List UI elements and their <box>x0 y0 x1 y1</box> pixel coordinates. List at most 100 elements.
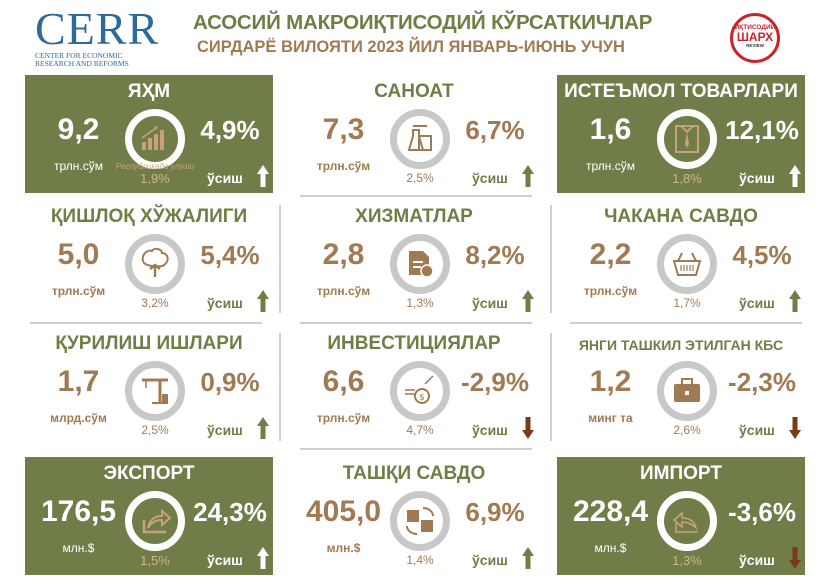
indicator-card: ИНВЕСТИЦИЯЛАР 6,6 трлн.сўм $4,7% -2,9% ўсиш <box>290 327 538 445</box>
card-title: ТАШҚИ САВДО <box>342 463 486 484</box>
tree-icon <box>141 247 169 277</box>
card-unit: трлн.сўм <box>51 284 106 298</box>
arrow-down-icon <box>789 547 801 569</box>
indicator-card: ЯНГИ ТАШКИЛ ЭТИЛГАН КБС 1,2 минг та 2,6% -2,… <box>557 327 805 445</box>
arrow-up-icon <box>257 290 269 312</box>
divider <box>570 322 802 324</box>
arrow-up-icon <box>522 165 534 187</box>
growth-label: ўсиш <box>739 295 775 311</box>
growth-label: ўсиш <box>207 552 243 568</box>
arrow-up-icon <box>257 165 269 187</box>
arrow-up-icon <box>789 290 801 312</box>
share-ring <box>390 234 450 294</box>
card-growth: -3,6% <box>728 497 796 527</box>
card-growth: -2,9% <box>461 367 529 397</box>
card-share: 1,3% <box>672 553 702 568</box>
card-value: 2,2 <box>589 238 632 271</box>
card-title: ХИЗМАТЛАР <box>355 206 473 227</box>
logo-main: CERR <box>35 3 160 54</box>
card-unit: трлн.сўм <box>54 159 103 173</box>
card-growth: -2,3% <box>728 367 796 397</box>
divider <box>300 322 532 324</box>
share-ring <box>125 491 185 551</box>
arrow-down-icon <box>789 417 801 439</box>
card-title: ЯҲМ <box>127 81 171 102</box>
card-growth: 6,7% <box>465 115 525 145</box>
card-unit: млн.$ <box>62 541 95 555</box>
indicator-card: ЭКСПОРТ 176,5 млн.$ 1,5% 24,3% ўсиш <box>25 457 273 575</box>
indicator-card: ЧАКАНА САВДО 2,2 трлн.сўм 1,7% 4,5% ўсиш <box>557 200 805 318</box>
card-growth: 24,3% <box>193 497 267 527</box>
exchange-icon <box>406 507 434 535</box>
card-title: ЭКСПОРТ <box>103 463 195 484</box>
indicator-card: САНОАТ 7,3 трлн.сўм 2,5% 6,7% ўсиш <box>290 75 538 193</box>
card-share: 1,5% <box>140 553 170 568</box>
divider <box>300 448 532 450</box>
indicator-card: ҚУРИЛИШ ИШЛАРИ 1,7 млрд.сўм 2,5% 0,9% ўсиш <box>25 327 273 445</box>
card-share: 2,5% <box>406 171 434 185</box>
logo-sub-1: CENTER FOR ECONOMIC <box>35 51 123 60</box>
growth-label: ўсиш <box>739 552 775 568</box>
card-growth: 8,2% <box>465 240 525 270</box>
share-ring <box>657 361 717 421</box>
service-document-icon <box>409 251 434 278</box>
indicator-card: ҚИШЛОҚ ХЎЖАЛИГИ 5,0 трлн.сўм 3,2% 5,4% ўсиш <box>25 200 273 318</box>
growth-label: ўсиш <box>472 170 508 186</box>
card-unit: трлн.сўм <box>583 284 638 298</box>
badge-main: ШАРХ <box>736 30 774 44</box>
card-unit: трлн.сўм <box>586 159 635 173</box>
briefcase-icon <box>674 378 700 402</box>
card-value: 405,0 <box>305 495 382 528</box>
card-growth: 5,4% <box>200 240 260 270</box>
badge-top: ИҚТИСОДИЙ <box>734 24 776 31</box>
card-unit: трлн.сўм <box>316 411 371 425</box>
svg-text:$: $ <box>419 393 425 403</box>
divider <box>550 333 552 441</box>
card-title: ЧАКАНА САВДО <box>604 206 758 227</box>
share-ring <box>125 234 185 294</box>
card-title: ҚИШЛОҚ ХЎЖАЛИГИ <box>50 206 248 227</box>
growth-label: ўсиш <box>207 170 243 186</box>
cerr-logo: CERR CENTER FOR ECONOMIC RESEARCH AND RE… <box>35 3 175 68</box>
card-value: 176,5 <box>40 495 117 528</box>
growth-label: ўсиш <box>739 170 775 186</box>
shirt-icon <box>675 125 699 153</box>
card-value: 1,7 <box>57 365 100 398</box>
indicator-card: ТАШҚИ САВДО 405,0 млн.$ 1,4% 6,9% ўсиш <box>290 457 538 575</box>
card-growth: 0,9% <box>200 367 260 397</box>
growth-label: ўсиш <box>472 295 508 311</box>
share-ring: $ <box>390 361 450 421</box>
card-title: ЯНГИ ТАШКИЛ ЭТИЛГАН КБС <box>578 337 784 353</box>
card-share: 4,7% <box>406 423 434 437</box>
money-bag-icon: $ <box>405 375 434 404</box>
card-share: 3,2% <box>141 296 169 310</box>
header: CERR CENTER FOR ECONOMIC RESEARCH AND RE… <box>0 0 825 70</box>
card-value: 9,2 <box>57 113 100 146</box>
divider <box>300 195 532 197</box>
growth-label: ўсиш <box>207 422 243 438</box>
divider <box>30 322 262 324</box>
share-ring <box>125 109 185 169</box>
page-subtitle: СИРДАРЁ ВИЛОЯТИ 2023 ЙИЛ ЯНВАРЬ-ИЮНЬ УЧУ… <box>197 38 625 56</box>
divider <box>550 205 552 313</box>
share-ring <box>125 361 185 421</box>
crane-icon <box>142 378 168 404</box>
card-share: 1,7% <box>673 296 701 310</box>
card-value: 1,2 <box>589 365 632 398</box>
card-growth: 12,1% <box>725 115 799 145</box>
indicator-card: ХИЗМАТЛАР 2,8 трлн.сўм 1,3% 8,2% ўсиш <box>290 200 538 318</box>
import-arrow-icon <box>672 511 698 533</box>
card-share: 1,8% <box>672 171 702 186</box>
arrow-up-icon <box>789 165 801 187</box>
card-unit: минг та <box>588 411 633 425</box>
share-ring <box>390 109 450 169</box>
card-unit: трлн.сўм <box>316 159 371 173</box>
card-unit: млн.$ <box>594 541 627 555</box>
basket-icon <box>672 252 702 276</box>
page-title: АСОСИЙ МАКРОИҚТИСОДИЙ КЎРСАТКИЧЛАР <box>193 11 653 34</box>
card-growth: 6,9% <box>465 497 525 527</box>
card-value: 7,3 <box>322 113 365 146</box>
indicator-card: ЯҲМ 9,2 трлн.сўм Республикада улуши 1,9% 4,9%… <box>25 75 273 193</box>
share-ring <box>390 491 450 551</box>
card-value: 228,4 <box>572 495 649 528</box>
